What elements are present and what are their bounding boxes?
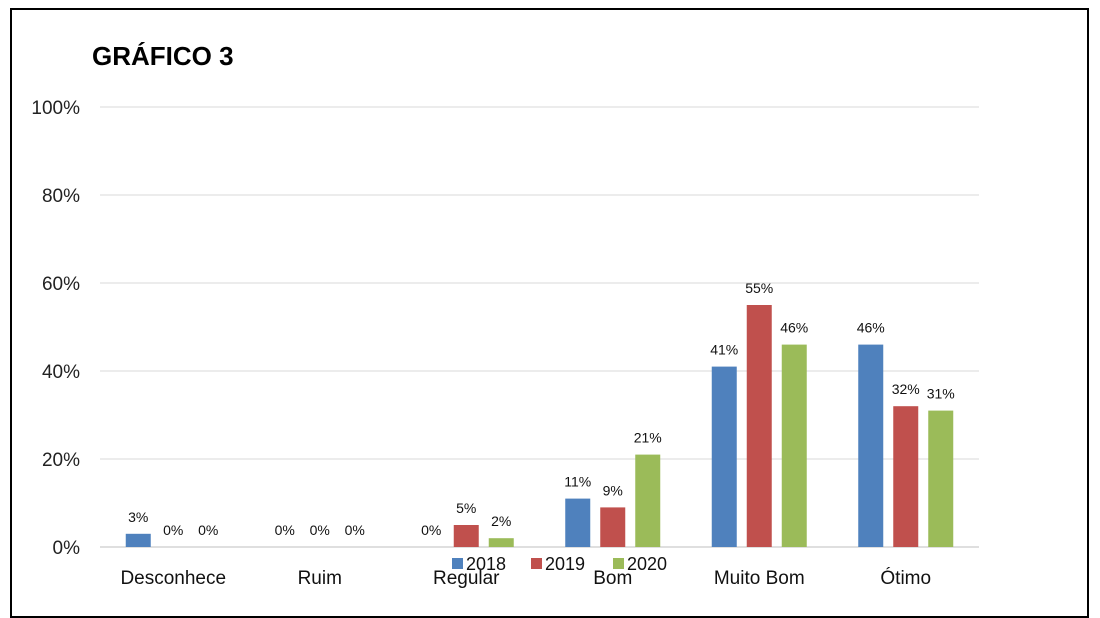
- legend-swatch: [531, 558, 542, 569]
- bar: [453, 525, 479, 547]
- x-tick-label: Desconhece: [120, 568, 226, 589]
- legend: 2018 2019 2020: [452, 554, 667, 574]
- data-label: 32%: [892, 381, 920, 397]
- bar: [600, 507, 626, 547]
- legend-swatch: [613, 558, 624, 569]
- bars: [125, 305, 954, 547]
- data-label: 31%: [927, 386, 955, 402]
- bar: [635, 454, 661, 547]
- data-label: 41%: [710, 342, 738, 358]
- chart-title: GRÁFICO 3: [92, 41, 234, 71]
- data-label: 2%: [491, 513, 511, 529]
- y-tick-label: 20%: [42, 450, 80, 471]
- y-axis-ticks: 0% 20% 40% 60% 80% 100%: [31, 98, 80, 559]
- bar: [711, 366, 737, 547]
- y-tick-label: 0%: [53, 538, 81, 559]
- legend-label: 2020: [627, 554, 667, 574]
- data-label: 46%: [780, 320, 808, 336]
- bar: [565, 498, 591, 547]
- x-tick-label: Bom: [593, 568, 632, 589]
- data-label: 0%: [345, 522, 365, 538]
- bar: [488, 538, 514, 547]
- x-axis-ticks: Desconhece Ruim Regular Bom Muito Bom Ótimo: [120, 567, 931, 589]
- bar: [746, 305, 772, 547]
- y-tick-label: 80%: [42, 186, 80, 207]
- bar: [928, 410, 954, 547]
- x-tick-label: Muito Bom: [714, 568, 805, 589]
- y-tick-label: 100%: [31, 98, 80, 119]
- legend-label: 2018: [466, 554, 506, 574]
- data-label: 55%: [745, 280, 773, 296]
- gridlines: [100, 106, 979, 548]
- data-label: 46%: [857, 320, 885, 336]
- data-label: 9%: [603, 482, 623, 498]
- x-tick-label: Ruim: [298, 568, 342, 589]
- data-label: 21%: [634, 430, 662, 446]
- y-tick-label: 60%: [42, 274, 80, 295]
- x-tick-label: Ótimo: [880, 567, 931, 589]
- bar: [781, 344, 807, 547]
- data-labels: 3% 0% 0% 0% 0% 0% 0% 5% 2% 11% 9% 21% 41% 55% 46% 46% 32…: [128, 280, 955, 538]
- bar: [858, 344, 884, 547]
- data-label: 3%: [128, 509, 148, 525]
- data-label: 0%: [275, 522, 295, 538]
- data-label: 0%: [310, 522, 330, 538]
- data-label: 0%: [198, 522, 218, 538]
- y-tick-label: 40%: [42, 362, 80, 383]
- bar-chart: GRÁFICO 3 0%20%40%60%80%100% 3%0% 0% 0% 0% 0…: [31, 41, 979, 589]
- bar: [125, 533, 151, 547]
- x-tick-label: Regular: [433, 568, 500, 589]
- bar: [893, 406, 919, 547]
- legend-label: 2019: [545, 554, 585, 574]
- legend-swatch: [452, 558, 463, 569]
- data-label: 5%: [456, 500, 476, 516]
- chart-frame: GRÁFICO 3 0% 20% 40% 60% 80% 100% 3% 0% 0% 0% 0% 0…: [10, 8, 1089, 618]
- data-label: 0%: [163, 522, 183, 538]
- data-label: 0%: [421, 522, 441, 538]
- data-label: 11%: [564, 474, 591, 490]
